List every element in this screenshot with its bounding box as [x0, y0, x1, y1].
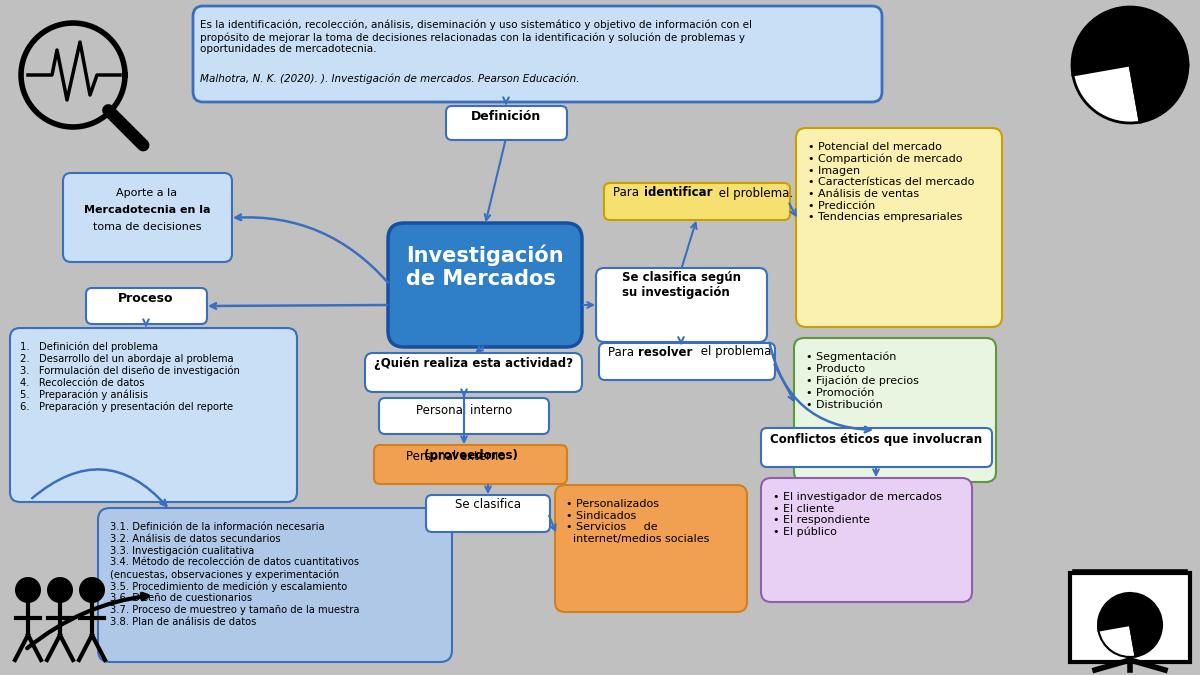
Text: Para: Para	[613, 186, 643, 200]
Wedge shape	[1130, 625, 1162, 657]
Wedge shape	[1073, 65, 1140, 123]
FancyBboxPatch shape	[796, 128, 1002, 327]
FancyBboxPatch shape	[86, 288, 208, 324]
Text: Investigación
de Mercados: Investigación de Mercados	[406, 244, 564, 290]
FancyBboxPatch shape	[761, 428, 992, 467]
Circle shape	[14, 577, 41, 603]
Text: Conflictos éticos que involucran: Conflictos éticos que involucran	[770, 433, 982, 446]
Text: Definición: Definición	[470, 109, 541, 122]
Text: Aporte a la: Aporte a la	[116, 188, 178, 198]
FancyBboxPatch shape	[379, 398, 550, 434]
Text: 3.1. Definición de la información necesaria
3.2. Análisis de datos secundarios
3: 3.1. Definición de la información necesa…	[110, 522, 360, 626]
Text: ¿Quién realiza esta actividad?: ¿Quién realiza esta actividad?	[373, 358, 572, 371]
FancyBboxPatch shape	[193, 6, 882, 102]
Text: identificar: identificar	[644, 186, 713, 200]
Text: Se clasifica según
su investigación: Se clasifica según su investigación	[622, 271, 740, 299]
Text: 1.   Definición del problema
2.   Desarrollo del un abordaje al problema
3.   Fo: 1. Definición del problema 2. Desarrollo…	[20, 342, 240, 412]
FancyBboxPatch shape	[365, 353, 582, 392]
Text: Personal externo: Personal externo	[407, 450, 510, 462]
Text: resolver: resolver	[638, 346, 692, 358]
FancyBboxPatch shape	[596, 268, 767, 342]
Text: (proveedores): (proveedores)	[424, 450, 518, 462]
FancyBboxPatch shape	[599, 343, 775, 380]
Text: el problema.: el problema.	[697, 346, 775, 358]
FancyBboxPatch shape	[98, 508, 452, 662]
FancyBboxPatch shape	[446, 106, 568, 140]
FancyBboxPatch shape	[426, 495, 550, 532]
Text: Para: Para	[608, 346, 637, 358]
Wedge shape	[1072, 7, 1188, 75]
Text: Proceso: Proceso	[119, 292, 174, 304]
Text: • Segmentación
• Producto
• Fijación de precios
• Promoción
• Distribución: • Segmentación • Producto • Fijación de …	[806, 352, 919, 410]
Text: • Personalizados
• Sindicados
• Servicios     de
  internet/medios sociales: • Personalizados • Sindicados • Servicio…	[566, 499, 709, 544]
Circle shape	[47, 577, 73, 603]
Text: • Potencial del mercado
• Compartición de mercado
• Imagen
• Características del: • Potencial del mercado • Compartición d…	[808, 142, 974, 222]
FancyBboxPatch shape	[64, 173, 232, 262]
Circle shape	[79, 577, 106, 603]
Wedge shape	[1098, 625, 1135, 657]
Wedge shape	[1130, 65, 1188, 122]
FancyBboxPatch shape	[1070, 573, 1190, 662]
FancyBboxPatch shape	[604, 183, 790, 220]
Text: Se clasifica: Se clasifica	[455, 499, 521, 512]
FancyBboxPatch shape	[554, 485, 746, 612]
Text: Malhotra, N. K. (2020). ). Investigación de mercados. Pearson Educación.: Malhotra, N. K. (2020). ). Investigación…	[200, 73, 580, 84]
Text: • El investigador de mercados
• El cliente
• El respondiente
• El público: • El investigador de mercados • El clien…	[773, 492, 942, 537]
FancyBboxPatch shape	[10, 328, 298, 502]
Text: el problema.: el problema.	[715, 186, 793, 200]
Text: Es la identificación, recolección, análisis, diseminación y uso sistemático y ob: Es la identificación, recolección, análi…	[200, 20, 752, 54]
Text: Mercadotecnia en la: Mercadotecnia en la	[84, 205, 210, 215]
Text: toma de decisiones: toma de decisiones	[92, 222, 202, 232]
FancyBboxPatch shape	[761, 478, 972, 602]
FancyBboxPatch shape	[374, 445, 568, 484]
FancyBboxPatch shape	[794, 338, 996, 482]
Wedge shape	[1098, 593, 1162, 630]
Text: Personal interno: Personal interno	[416, 404, 512, 416]
FancyBboxPatch shape	[388, 223, 582, 347]
